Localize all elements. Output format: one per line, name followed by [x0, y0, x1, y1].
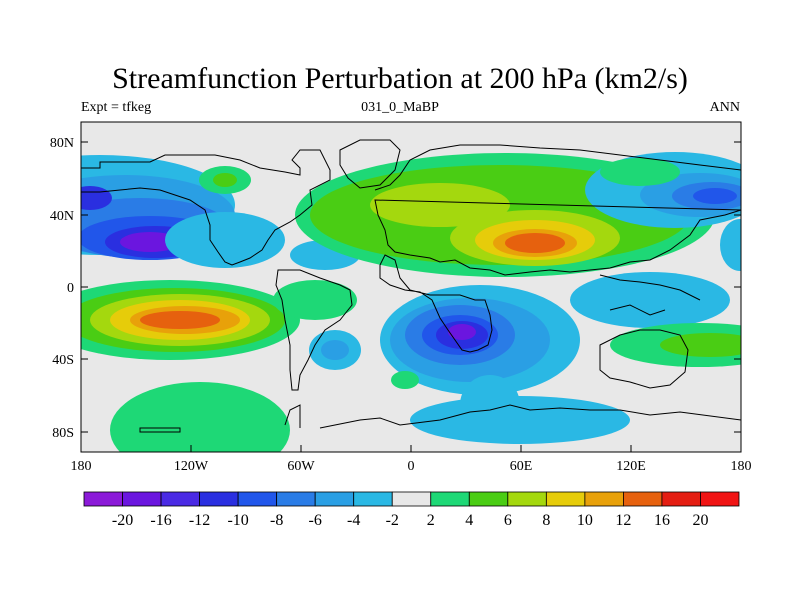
colorbar-box [623, 491, 663, 507]
contour-region [460, 375, 520, 435]
colorbar-label: 4 [465, 512, 473, 529]
colorbar: -20 -16 -12 -10 -8 -6 -4 -2 2 4 6 8 10 12 16 20 [83, 491, 740, 529]
lat-label-80n: 80N [50, 136, 74, 151]
colorbar-box [353, 491, 393, 507]
contour-region [600, 158, 680, 186]
colorbar-box [160, 491, 200, 507]
contour-region [693, 188, 737, 204]
colorbar-box [700, 491, 740, 507]
contour-region [410, 396, 630, 444]
colorbar-box [507, 491, 547, 507]
coastline-australia [599, 329, 689, 389]
colorbar-label: -6 [309, 512, 322, 529]
contour-region [273, 280, 357, 320]
contour-fill-layer [81, 152, 741, 452]
contour-region [140, 311, 220, 329]
colorbar-box [83, 491, 123, 507]
colorbar-label: 20 [692, 512, 708, 529]
lat-label-40s: 40S [52, 353, 74, 368]
colorbar-label: -20 [112, 512, 133, 529]
colorbar-box [391, 491, 432, 507]
contour-region [448, 324, 476, 340]
colorbar-box [545, 491, 586, 507]
colorbar-label: -8 [270, 512, 283, 529]
colorbar-label: 12 [615, 512, 631, 529]
lat-label-80s: 80S [52, 426, 74, 441]
lat-label-40n: 40N [50, 209, 74, 224]
coastline-north-america [81, 149, 331, 266]
contour-region [660, 333, 741, 357]
colorbar-label: -4 [347, 512, 360, 529]
colorbar-label: 16 [654, 512, 670, 529]
contour-region [213, 173, 237, 187]
colorbar-box [276, 491, 316, 507]
colorbar-label: -12 [189, 512, 210, 529]
contour-region [120, 232, 180, 252]
experiment-label: Expt = tfkeg [81, 100, 152, 115]
colorbar-box [661, 491, 701, 507]
colorbar-box [122, 491, 162, 507]
coastline-antarctica [139, 404, 741, 433]
lon-label-0: 0 [408, 459, 415, 474]
colorbar-label: -10 [227, 512, 248, 529]
coastline-eurasia [374, 144, 741, 276]
contour-region [165, 212, 285, 268]
contour-region [321, 340, 349, 360]
run-label: 031_0_MaBP [361, 100, 439, 115]
colorbar-label: 2 [427, 512, 435, 529]
lon-label-120e: 120E [616, 459, 646, 474]
contour-region [370, 183, 510, 227]
colorbar-label: 8 [542, 512, 550, 529]
colorbar-box [584, 491, 624, 507]
lon-label-180-east: 180 [731, 459, 752, 474]
colorbar-label: -2 [386, 512, 399, 529]
lon-label-60e: 60E [510, 459, 533, 474]
coastline-south-america [275, 269, 353, 391]
season-label: ANN [709, 100, 740, 115]
map-plot-area [80, 121, 742, 453]
colorbar-box [468, 491, 509, 507]
latitude-axis: 80N 40N 0 40S 80S [50, 136, 741, 441]
colorbar-label: 10 [577, 512, 593, 529]
colorbar-box [237, 491, 278, 507]
colorbar-box [314, 491, 355, 507]
lat-label-eq: 0 [67, 281, 74, 296]
contour-region [110, 382, 290, 452]
colorbar-label: -16 [150, 512, 171, 529]
contour-region [391, 371, 419, 389]
longitude-axis: 180 120W 60W 0 60E 120E 180 [71, 445, 752, 474]
plot-title: Streamfunction Perturbation at 200 hPa (… [112, 62, 688, 95]
lon-label-60w: 60W [287, 459, 315, 474]
colorbar-label: 6 [504, 512, 512, 529]
colorbar-box [199, 491, 239, 507]
contour-region [81, 186, 112, 210]
contour-region [505, 233, 565, 253]
contour-region [720, 219, 741, 271]
contour-region [570, 272, 730, 328]
coastline-southeast-asia [599, 274, 701, 316]
coastline-africa [379, 254, 493, 353]
colorbar-box [430, 491, 470, 507]
lon-label-180-west: 180 [71, 459, 92, 474]
coastline-layer [81, 139, 741, 433]
lon-label-120w: 120W [174, 459, 209, 474]
coastline-greenland [339, 139, 401, 189]
